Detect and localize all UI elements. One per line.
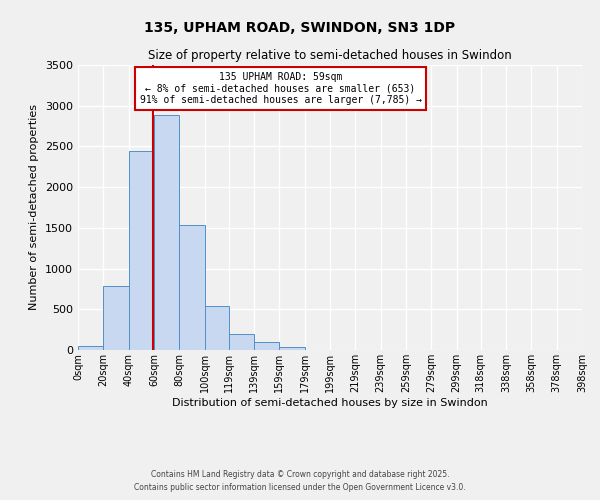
Y-axis label: Number of semi-detached properties: Number of semi-detached properties	[29, 104, 40, 310]
Bar	[229, 334, 254, 350]
Bar	[254, 342, 280, 350]
Bar	[78, 346, 103, 350]
Bar	[179, 226, 205, 350]
Bar	[154, 116, 179, 350]
Text: Contains HM Land Registry data © Crown copyright and database right 2025.
Contai: Contains HM Land Registry data © Crown c…	[134, 470, 466, 492]
Title: Size of property relative to semi-detached houses in Swindon: Size of property relative to semi-detach…	[148, 50, 512, 62]
Bar	[128, 150, 154, 350]
Bar	[103, 286, 128, 350]
X-axis label: Distribution of semi-detached houses by size in Swindon: Distribution of semi-detached houses by …	[172, 398, 488, 407]
Text: 135 UPHAM ROAD: 59sqm
← 8% of semi-detached houses are smaller (653)
91% of semi: 135 UPHAM ROAD: 59sqm ← 8% of semi-detac…	[140, 72, 422, 104]
Bar	[280, 347, 305, 350]
Text: 135, UPHAM ROAD, SWINDON, SN3 1DP: 135, UPHAM ROAD, SWINDON, SN3 1DP	[145, 20, 455, 34]
Bar	[205, 306, 229, 350]
